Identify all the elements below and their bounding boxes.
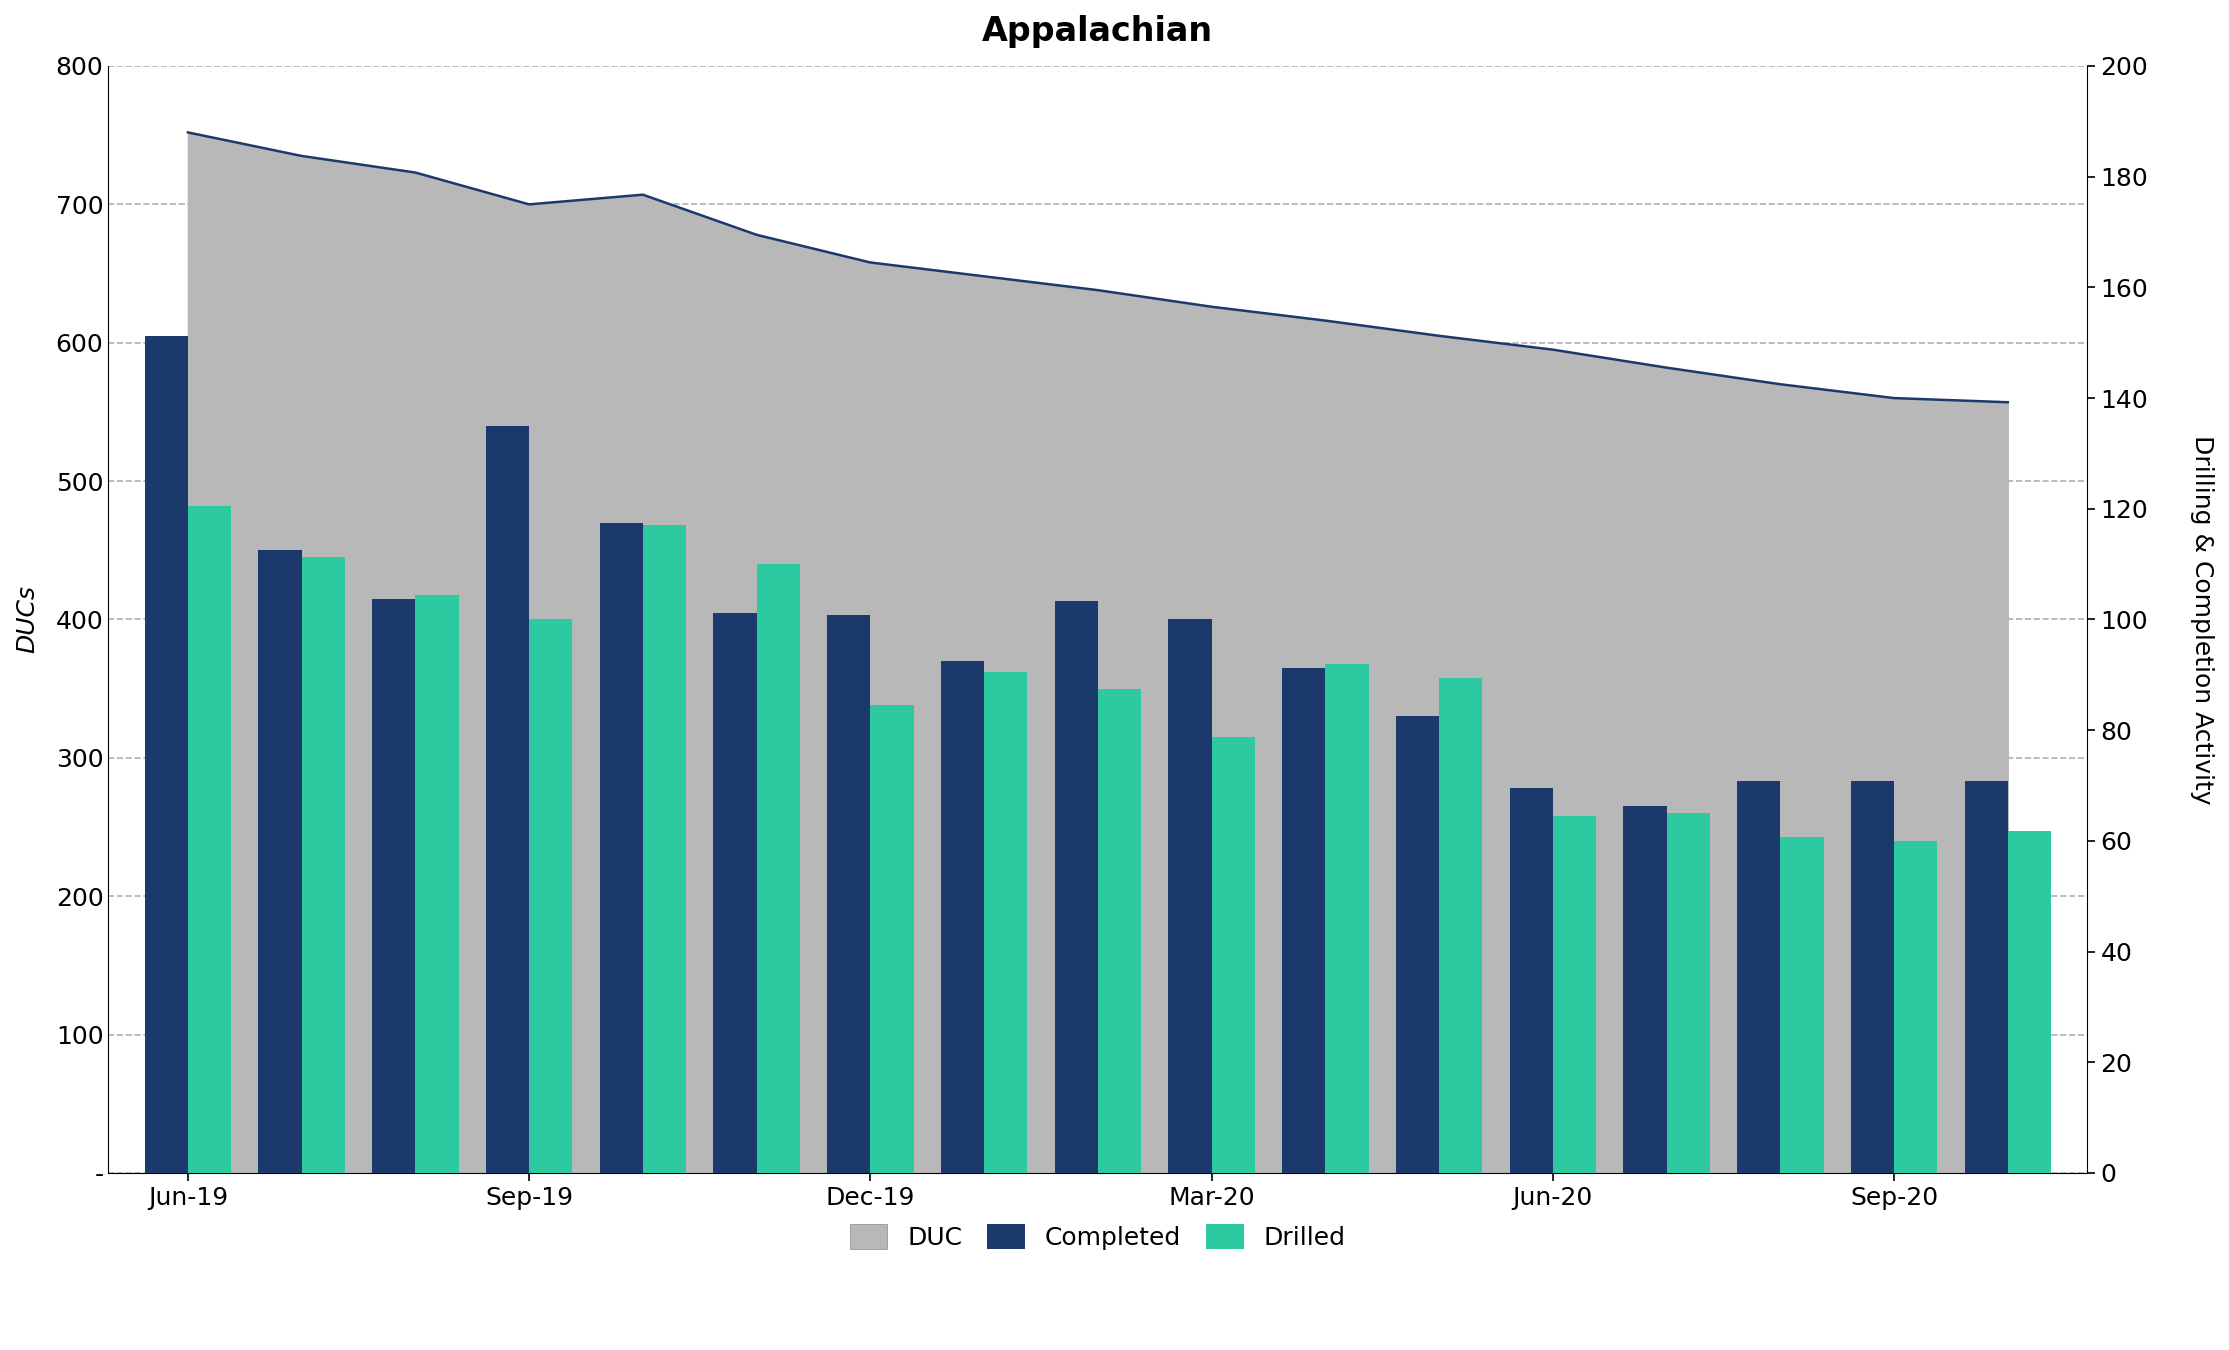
Bar (145, 336, 187, 1173)
Bar (713, 613, 756, 1173)
Bar (1736, 782, 1781, 1173)
Bar (1895, 841, 1937, 1173)
Bar (1326, 664, 1369, 1173)
Y-axis label: DUCs: DUCs (16, 586, 38, 653)
Bar (983, 672, 1028, 1173)
Bar (528, 620, 573, 1173)
Bar (2008, 832, 2051, 1173)
Bar (1850, 782, 1895, 1173)
Bar (259, 551, 301, 1173)
Bar (1168, 620, 1213, 1173)
Bar (1099, 688, 1141, 1173)
Bar (1554, 815, 1596, 1173)
Bar (869, 705, 914, 1173)
Bar (1781, 837, 1823, 1173)
Bar (1667, 813, 1710, 1173)
Bar (486, 425, 528, 1173)
Bar (187, 506, 232, 1173)
Bar (827, 616, 869, 1173)
Bar (600, 522, 642, 1173)
Bar (372, 598, 415, 1173)
Bar (642, 525, 687, 1173)
Bar (1440, 678, 1482, 1173)
Bar (1509, 788, 1554, 1173)
Bar (941, 662, 983, 1173)
Bar (1213, 737, 1255, 1173)
Bar (415, 594, 459, 1173)
Title: Appalachian: Appalachian (983, 15, 1213, 49)
Bar (1623, 806, 1667, 1173)
Legend: DUC, Completed, Drilled: DUC, Completed, Drilled (840, 1214, 1355, 1260)
Bar (1395, 717, 1440, 1173)
Bar (756, 564, 800, 1173)
Y-axis label: Drilling & Completion Activity: Drilling & Completion Activity (2191, 435, 2213, 805)
Bar (1964, 782, 2008, 1173)
Bar (301, 558, 345, 1173)
Bar (1054, 602, 1099, 1173)
Bar (1282, 668, 1326, 1173)
